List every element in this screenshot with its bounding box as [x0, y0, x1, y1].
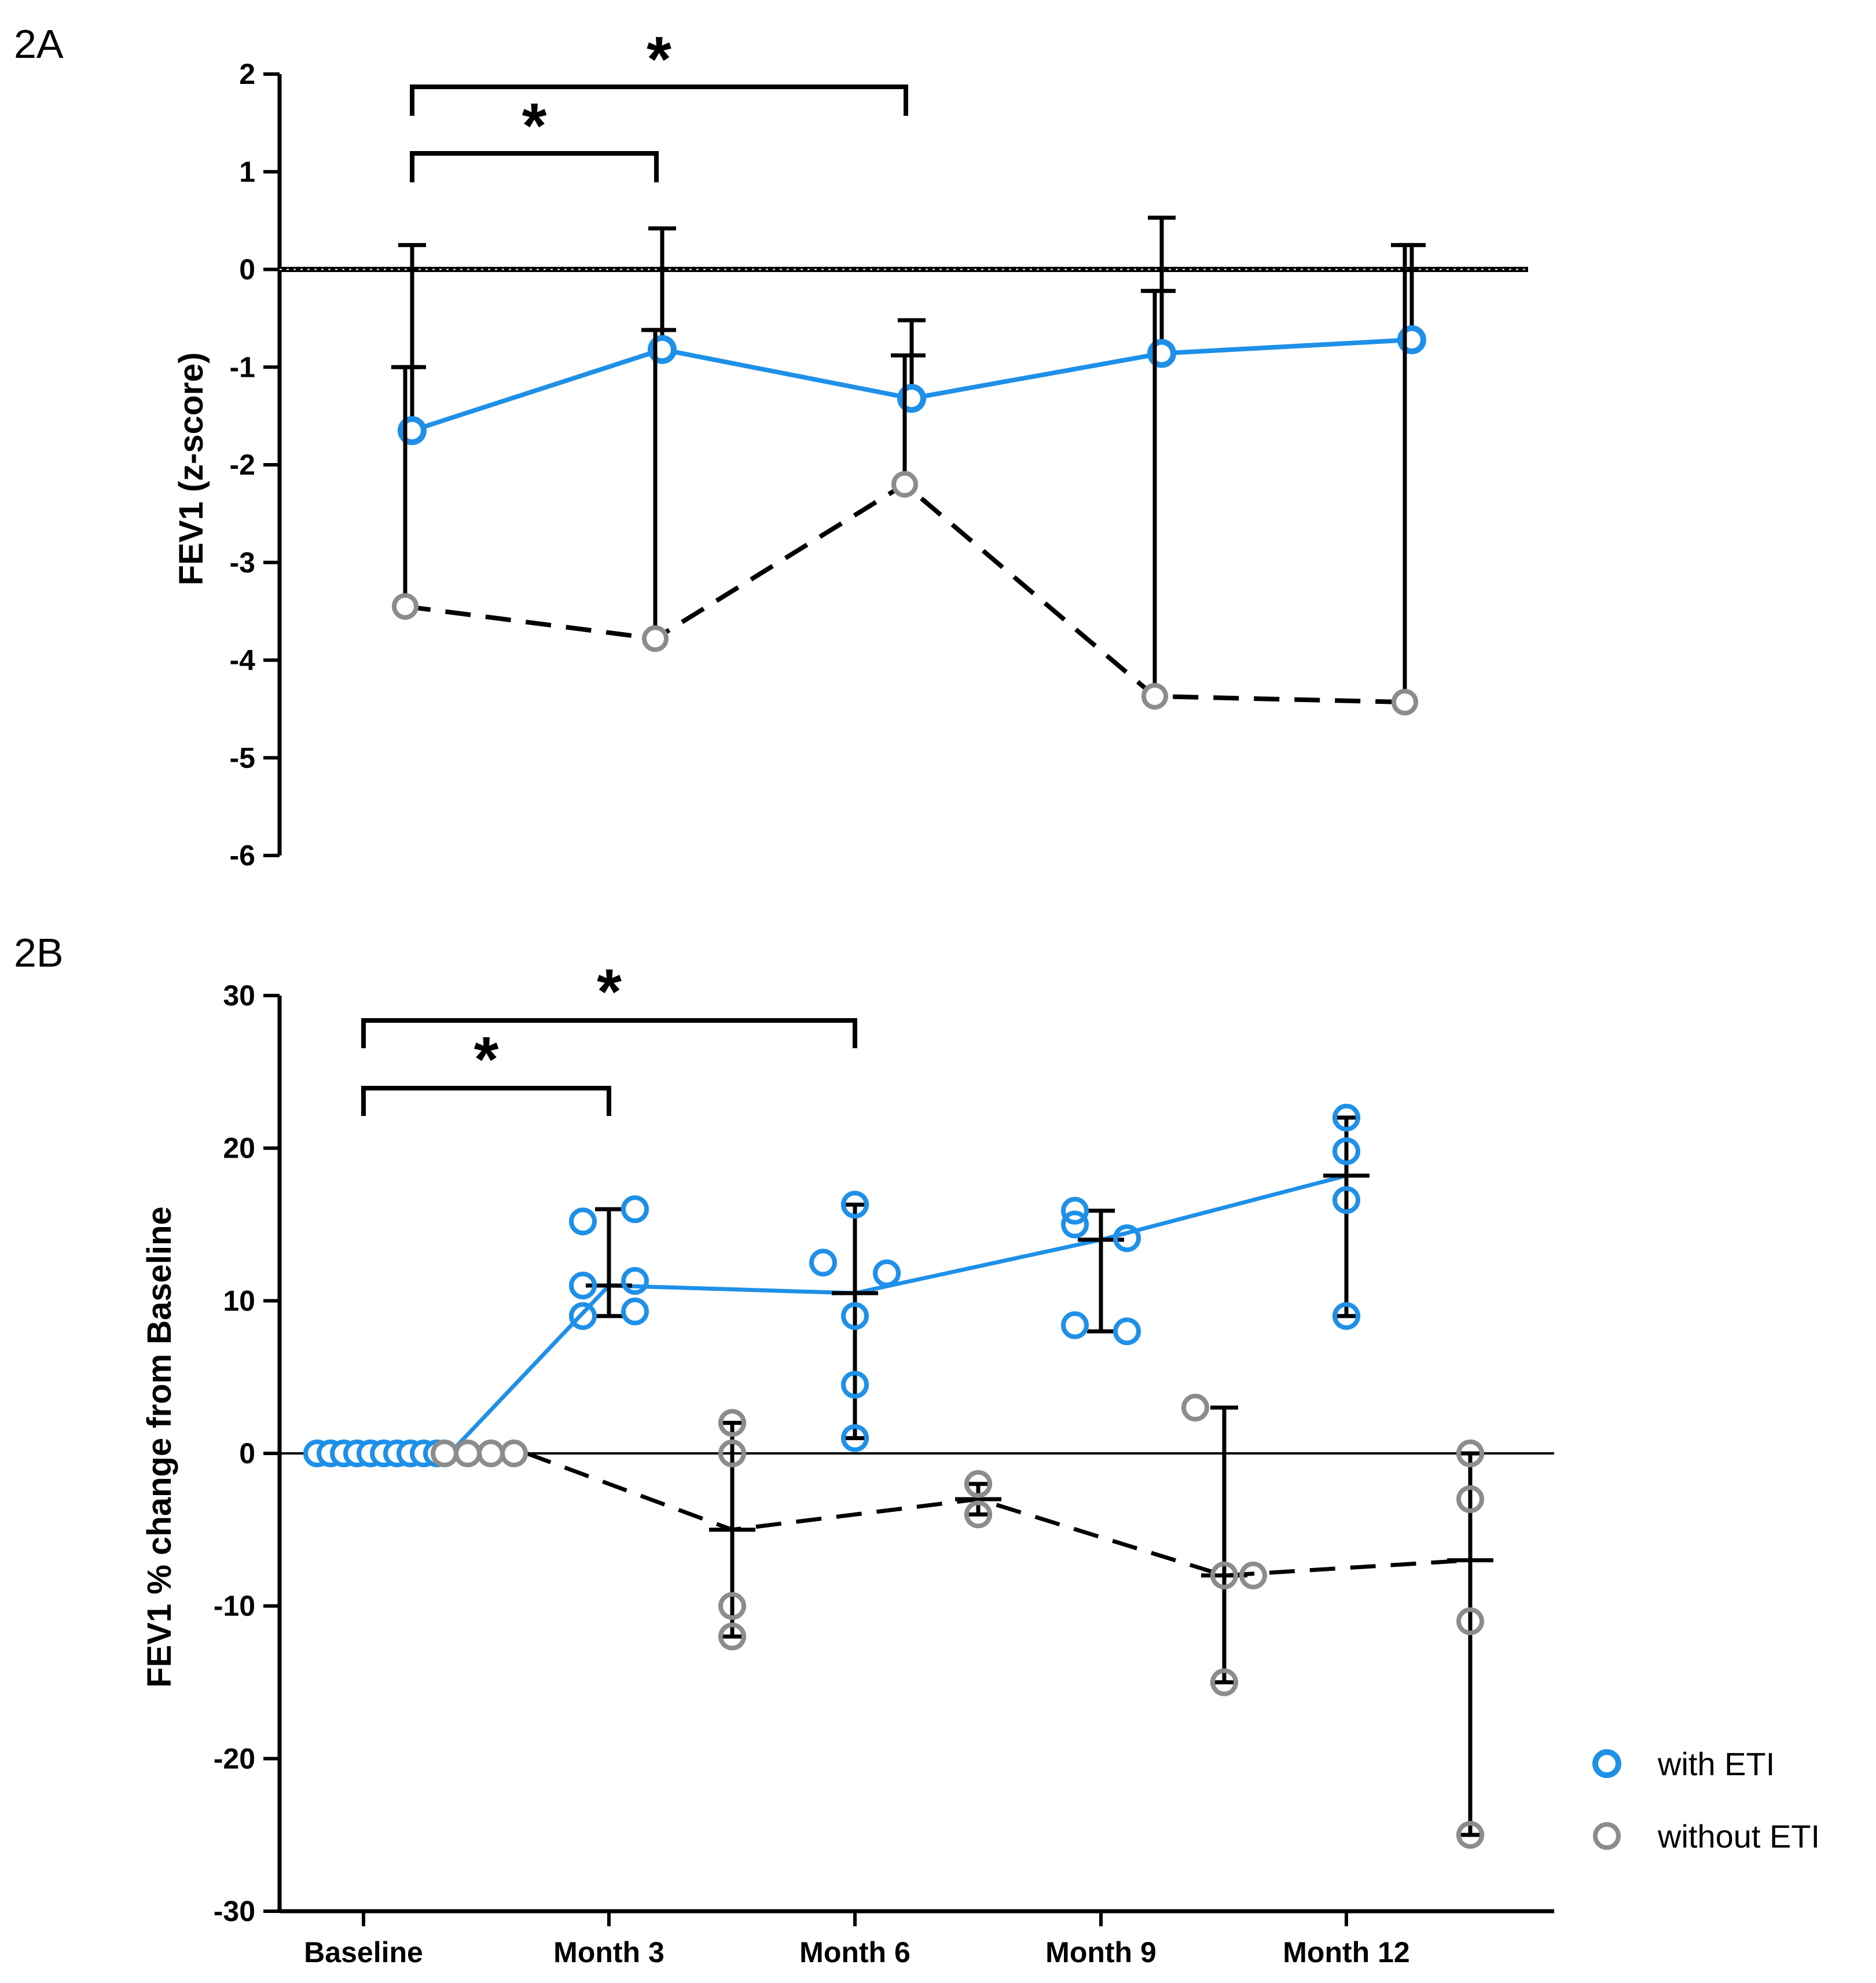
panel-2b-without-eti-point: [1181, 1393, 1209, 1422]
panel-2b-with-eti-point: [1332, 1103, 1360, 1132]
legend-label: with ETI: [1657, 1746, 1775, 1782]
panel-2b-with-eti-point: [569, 1271, 597, 1299]
panel-2a-y-tick-label: -5: [230, 741, 255, 774]
panel-2b-with-eti-point: [809, 1248, 837, 1277]
panel-2b-with-eti-point: [1332, 1186, 1360, 1214]
panel-2b-without-eti-point: [1456, 1821, 1484, 1849]
panel-2b-x-tick-label: Month 6: [799, 1936, 911, 1969]
panel-2b-y-tick-label: -30: [214, 1895, 255, 1927]
panel-2a-y-axis-title: FEV1 (z-score): [172, 352, 210, 586]
legend-marker: [1593, 1822, 1621, 1850]
panel-2b-without-eti-point: [1456, 1439, 1484, 1467]
panel-2b-without-eti-point: [1210, 1561, 1238, 1589]
panel-2b-without-eti-point: [1456, 1485, 1484, 1514]
panel-2b-without-eti-point: [964, 1500, 992, 1529]
panel-2b-without-eti-point: [718, 1592, 746, 1620]
panel-2b-with-eti-point: [1332, 1302, 1360, 1330]
panel-2b-with-eti-mean-line: [448, 1173, 1347, 1455]
panel-2a-y-tick-label: 2: [239, 58, 255, 90]
panel-2b-without-eti-point: [718, 1409, 746, 1437]
panel-2a-label: 2A: [14, 21, 64, 67]
panel-2b-with-eti-point: [873, 1259, 901, 1287]
panel-2a-y-tick-label: -2: [230, 449, 255, 481]
panel-2b-with-eti-point: [569, 1302, 597, 1330]
legend: with ETI without ETI: [1592, 1746, 1820, 1855]
panel-2b-with-eti-point: [841, 1424, 869, 1452]
panel-2b-with-eti-point: [621, 1267, 649, 1295]
panel-2a-significance-bracket: [410, 85, 908, 116]
panel-2b-without-eti-point: [718, 1439, 746, 1467]
panel-2a-y-tick-label: -3: [230, 546, 255, 579]
panel-2b-with-eti-point: [1061, 1311, 1089, 1339]
panel-2b-without-eti-point: [1210, 1668, 1238, 1696]
panel-2a-without-eti-point: [392, 593, 418, 620]
panel-2a-y-tick-label: -6: [230, 839, 255, 872]
panel-2b-y-tick-label: 0: [239, 1437, 255, 1470]
panel-2b-with-eti-point: [1113, 1317, 1141, 1346]
panel-2b-y-tick-label: 20: [223, 1132, 255, 1165]
panel-2b-without-eti-point: [431, 1439, 458, 1467]
legend-label: without ETI: [1657, 1818, 1820, 1855]
panel-2b-without-eti-mean-line: [526, 1451, 1471, 1578]
panel-2b-with-eti-point: [621, 1195, 649, 1224]
panel-2b-significance-bracket: [361, 1018, 857, 1048]
panel-2b-without-eti-point: [1456, 1607, 1484, 1636]
panel-2b-x-tick-label: Baseline: [304, 1936, 423, 1969]
panel-2a-y-tick-label: -1: [230, 351, 255, 383]
panel-2b-x-tick-label: Month 9: [1045, 1936, 1157, 1969]
panel-2b-significance-bracket: [361, 1086, 611, 1116]
panel-2b-y-tick-label: -10: [214, 1590, 255, 1622]
panel-2b-x-tick-label: Month 12: [1283, 1936, 1409, 1969]
panel-2b-x-tick-label: Month 3: [553, 1936, 665, 1969]
panel-2a-without-eti-line: [405, 481, 1405, 705]
panel-2b-without-eti-point: [500, 1439, 528, 1467]
panel-2b-with-eti-point: [841, 1371, 869, 1399]
panel-2b-with-eti-point: [621, 1297, 649, 1325]
legend-marker: [1592, 1749, 1621, 1778]
panel-2b-significance-star: *: [597, 956, 622, 1027]
panel-2b-y-tick-label: 10: [223, 1284, 255, 1317]
panel-2b-y-tick-label: 30: [223, 979, 255, 1012]
panel-2b-y-tick-label: -20: [214, 1742, 255, 1775]
panel-2a-without-eti-point: [642, 625, 669, 652]
panel-2a: 2A FEV1 (z-score) 2 1 0 -1 -2 -3 -4 -5 -6 * *: [14, 21, 1528, 872]
panel-2a-y-tick-label: 1: [239, 156, 255, 188]
panel-2b-with-eti-point: [1332, 1137, 1360, 1165]
panel-2b-without-eti-point: [477, 1439, 505, 1467]
panel-2a-significance-star: *: [647, 24, 671, 95]
panel-2b-with-eti-point: [1061, 1210, 1089, 1239]
panel-2b-with-eti-point: [1113, 1224, 1141, 1253]
panel-2a-significance-star: *: [522, 90, 547, 161]
panel-2b-without-eti-point: [454, 1439, 482, 1467]
panel-2b-without-eti-point: [964, 1470, 992, 1498]
panel-2b-without-eti-point: [718, 1622, 746, 1651]
panel-2b-with-eti-point: [1061, 1196, 1089, 1225]
panel-2b-with-eti-point: [841, 1191, 869, 1219]
panel-2b: 2B FEV1 % change from Baseline 30 20 10 0 -1…: [14, 930, 1554, 1969]
panel-2a-without-eti-point: [891, 471, 918, 498]
panel-2a-significance-bracket: [410, 151, 659, 182]
panel-2b-significance-star: *: [474, 1024, 499, 1095]
panel-2b-y-axis-title: FEV1 % change from Baseline: [141, 1206, 178, 1688]
panel-2b-label: 2B: [14, 930, 64, 975]
panel-2b-with-eti-point: [841, 1302, 869, 1330]
panel-2a-without-eti-point: [1141, 682, 1168, 710]
panel-2a-y-tick-label: -4: [230, 644, 256, 677]
panel-2b-with-eti-point: [569, 1207, 597, 1236]
panel-2b-without-eti-point: [1239, 1561, 1267, 1589]
panel-2a-y-tick-label: 0: [239, 254, 255, 286]
panel-2a-without-eti-point: [1392, 689, 1418, 716]
